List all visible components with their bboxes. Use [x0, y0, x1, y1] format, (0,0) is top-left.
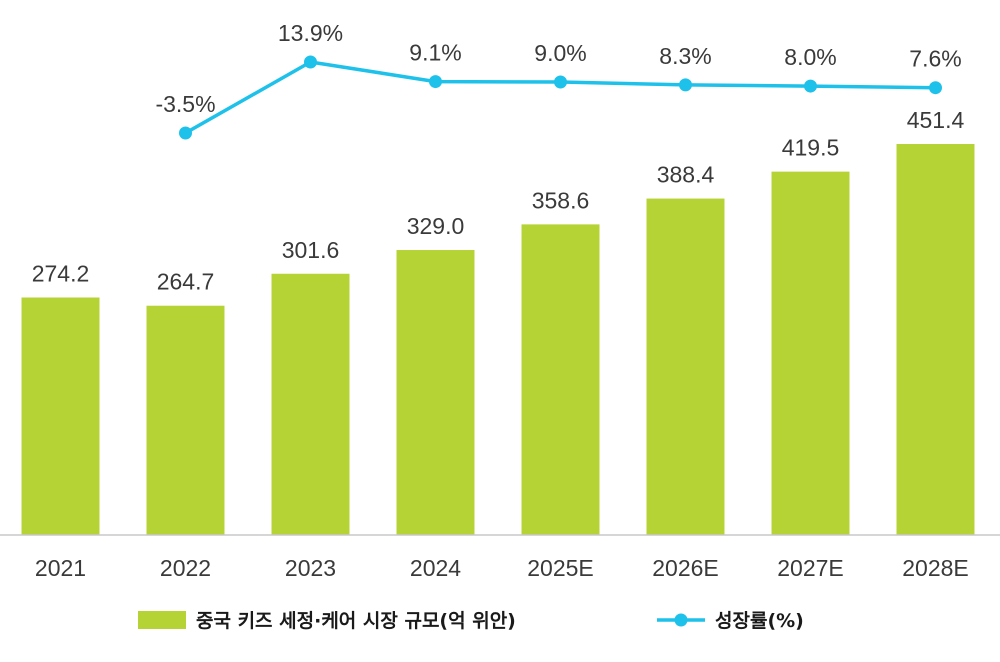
growth-point — [429, 75, 442, 89]
bar-2023 — [271, 273, 350, 535]
legend-line-label: 성장률(%) — [715, 610, 804, 632]
growth-point — [304, 55, 317, 69]
bar-2022 — [146, 305, 225, 535]
growth-point — [554, 75, 567, 89]
x-tick-label: 2021 — [35, 555, 86, 581]
legend-bar-swatch — [138, 611, 186, 629]
bar-value-label: 451.4 — [907, 107, 965, 133]
x-tick-label: 2024 — [410, 555, 461, 581]
growth-point — [929, 81, 942, 95]
legend: 중국 키즈 세정·케어 시장 규모(억 위안) 성장률(%) — [138, 610, 804, 632]
bar-2025E — [521, 224, 600, 535]
x-tick-label: 2027E — [777, 555, 844, 581]
bar-2026E — [646, 198, 725, 535]
x-tick-label: 2025E — [527, 555, 594, 581]
growth-value-label: 13.9% — [278, 20, 343, 46]
bar-2021 — [21, 297, 100, 535]
x-tick-labels: 2021 2022 2023 2024 2025E 2026E 2027E 2028E — [35, 555, 969, 581]
bar-value-label: 419.5 — [782, 135, 840, 161]
growth-value-label: 8.0% — [784, 44, 836, 70]
growth-point — [679, 78, 692, 92]
bar-2028E — [896, 144, 975, 535]
bar-2027E — [771, 171, 850, 535]
growth-value-label: 7.6% — [909, 46, 961, 72]
x-tick-label: 2023 — [285, 555, 336, 581]
bar-value-label: 388.4 — [657, 162, 715, 188]
growth-point — [804, 79, 817, 93]
bars-layer — [21, 144, 975, 535]
growth-line-layer — [179, 55, 942, 140]
bar-value-label: 264.7 — [157, 269, 215, 295]
x-tick-label: 2022 — [160, 555, 211, 581]
x-tick-label: 2028E — [902, 555, 969, 581]
growth-value-label: 8.3% — [659, 43, 711, 69]
growth-line — [184, 60, 936, 135]
bar-value-label: 329.0 — [407, 213, 465, 239]
bar-2024 — [396, 250, 475, 535]
bar-value-label: 274.2 — [32, 260, 90, 286]
legend-line-marker — [674, 613, 688, 627]
labels-layer: 274.2 264.7 301.6 329.0 358.6 388.4 419.5 451.4… — [32, 20, 965, 295]
bar-value-label: 301.6 — [282, 237, 340, 263]
growth-point — [179, 126, 192, 140]
x-tick-label: 2026E — [652, 555, 719, 581]
legend-bar-label: 중국 키즈 세정·케어 시장 규모(억 위안) — [196, 610, 516, 632]
growth-value-label: 9.1% — [409, 40, 461, 66]
growth-value-label: 9.0% — [534, 40, 586, 66]
growth-value-label: -3.5% — [155, 91, 215, 117]
bar-value-label: 358.6 — [532, 187, 590, 213]
